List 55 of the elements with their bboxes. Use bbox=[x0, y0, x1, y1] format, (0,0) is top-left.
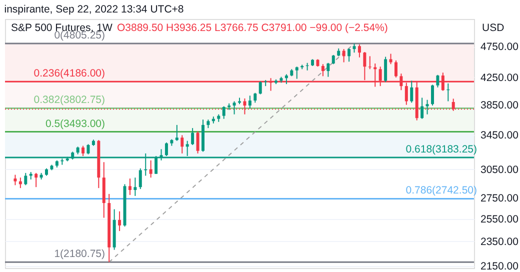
ref-line-label: 0.5(3493.00) bbox=[45, 118, 105, 130]
candlestick bbox=[352, 42, 356, 54]
candlestick bbox=[175, 124, 178, 142]
candlestick bbox=[34, 172, 38, 188]
candlestick bbox=[86, 144, 90, 155]
y-axis-title: USD bbox=[482, 22, 505, 34]
y-tick-label: 4250.00 bbox=[480, 72, 519, 84]
y-tick-label: 2150.00 bbox=[480, 260, 519, 272]
candlestick bbox=[191, 128, 194, 146]
candlestick bbox=[138, 168, 142, 190]
candlestick bbox=[368, 56, 372, 70]
y-tick-label: 3050.00 bbox=[480, 164, 519, 176]
chart-subtitle: O3889.50 H3936.25 L3766.75 C3791.00 −99.00 (−2.54%) bbox=[117, 22, 388, 34]
candlestick bbox=[232, 100, 236, 115]
candlestick bbox=[149, 160, 152, 178]
text: inspirante, Sep 22, 2022 13:34 UTC+8 bbox=[4, 4, 184, 16]
y-tick-label: 3450.00 bbox=[480, 130, 519, 142]
candlestick bbox=[258, 80, 262, 95]
candlestick bbox=[248, 95, 252, 109]
candlestick bbox=[430, 84, 434, 106]
candlestick bbox=[436, 74, 440, 88]
ref-line-label: 0.382(3802.75) bbox=[34, 94, 105, 106]
candlestick bbox=[389, 53, 392, 65]
candlestick bbox=[384, 56, 388, 83]
candlestick bbox=[326, 62, 330, 78]
candlestick bbox=[410, 80, 414, 104]
candlestick bbox=[342, 48, 346, 63]
candlestick bbox=[14, 174, 17, 186]
candlestick bbox=[134, 177, 137, 196]
candlestick bbox=[284, 74, 288, 85]
candlestick bbox=[196, 130, 200, 154]
ref-line-label: 0.786(2742.50) bbox=[406, 184, 477, 197]
candlestick bbox=[128, 178, 132, 196]
y-tick-label: 2750.00 bbox=[480, 192, 519, 204]
y-tick-label: 3850.00 bbox=[480, 99, 519, 112]
y-tick-label: 2550.00 bbox=[480, 213, 519, 226]
candlestick bbox=[295, 66, 298, 80]
candlestick bbox=[118, 210, 122, 232]
candlestick bbox=[394, 60, 398, 78]
y-tick-label: 2350.00 bbox=[480, 236, 519, 248]
candlestick bbox=[24, 172, 28, 186]
candlestick bbox=[180, 134, 184, 154]
candlestick bbox=[222, 106, 226, 120]
candlestick bbox=[358, 44, 361, 58]
y-tick-label: 4750.00 bbox=[480, 41, 519, 54]
candlestick bbox=[82, 145, 85, 157]
candlestick bbox=[348, 48, 351, 62]
candlestick bbox=[420, 97, 424, 120]
candlestick bbox=[426, 99, 429, 115]
ref-line-label: 1(2180.75) bbox=[54, 248, 105, 260]
candlestick bbox=[254, 92, 257, 104]
candlestick bbox=[332, 54, 335, 65]
candlestick bbox=[321, 64, 324, 77]
ref-line-label: 0.618(3183.25) bbox=[406, 143, 477, 156]
ref-line-label: 0.236(4186.00) bbox=[34, 68, 105, 80]
